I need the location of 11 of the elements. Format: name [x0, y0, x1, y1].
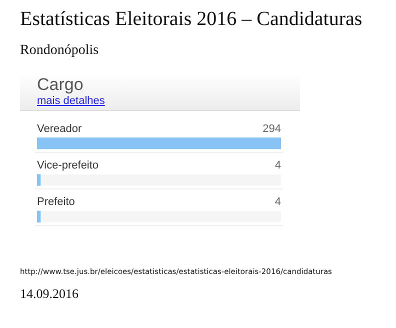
y-tick-label: Vereador — [37, 122, 82, 135]
text: 14.09.2016 — [20, 286, 80, 302]
y-tick-label: Vice-prefeito — [37, 160, 99, 172]
y-tick-label: Prefeito — [37, 196, 75, 208]
data-label: 4 — [274, 196, 281, 208]
text: mais detalhes — [37, 95, 106, 108]
y-axis-title: Cargo — [37, 74, 84, 95]
data-label: 4 — [274, 160, 281, 172]
data-label: 294 — [262, 122, 281, 135]
chart-title: Estatísticas Eleitorais 2016 – Candidaturas — [20, 8, 364, 31]
chart-subtitle: Rondonópolis — [20, 43, 100, 59]
